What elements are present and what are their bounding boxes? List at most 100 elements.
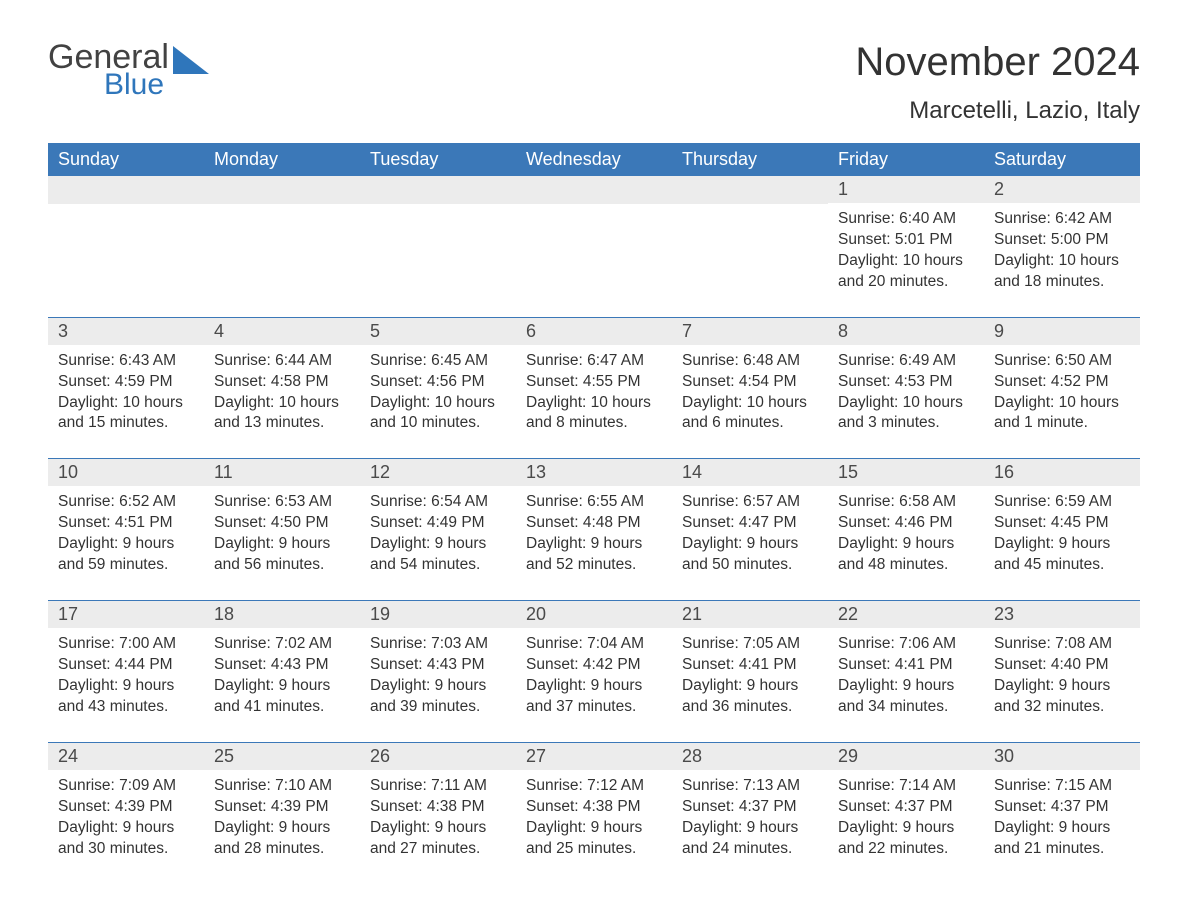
day-body: Sunrise: 6:53 AMSunset: 4:50 PMDaylight:… bbox=[204, 486, 360, 582]
sunset-line: Sunset: 4:52 PM bbox=[994, 372, 1130, 393]
sunset-line: Sunset: 4:41 PM bbox=[838, 655, 974, 676]
sunrise-line: Sunrise: 6:55 AM bbox=[526, 492, 662, 513]
day-cell: 30Sunrise: 7:15 AMSunset: 4:37 PMDayligh… bbox=[984, 743, 1140, 866]
day-number: 29 bbox=[828, 743, 984, 770]
daylight-line: Daylight: 9 hours and 50 minutes. bbox=[682, 534, 818, 576]
sunset-line: Sunset: 4:44 PM bbox=[58, 655, 194, 676]
day-cell bbox=[48, 176, 204, 299]
day-number: 11 bbox=[204, 459, 360, 486]
daylight-line: Daylight: 9 hours and 45 minutes. bbox=[994, 534, 1130, 576]
day-body: Sunrise: 7:02 AMSunset: 4:43 PMDaylight:… bbox=[204, 628, 360, 724]
day-number: 21 bbox=[672, 601, 828, 628]
daylight-line: Daylight: 9 hours and 36 minutes. bbox=[682, 676, 818, 718]
day-cell: 14Sunrise: 6:57 AMSunset: 4:47 PMDayligh… bbox=[672, 459, 828, 582]
sunset-line: Sunset: 4:48 PM bbox=[526, 513, 662, 534]
daylight-line: Daylight: 10 hours and 6 minutes. bbox=[682, 393, 818, 435]
day-body: Sunrise: 6:47 AMSunset: 4:55 PMDaylight:… bbox=[516, 345, 672, 441]
day-number: 7 bbox=[672, 318, 828, 345]
day-body: Sunrise: 6:40 AMSunset: 5:01 PMDaylight:… bbox=[828, 203, 984, 299]
day-number: 23 bbox=[984, 601, 1140, 628]
day-cell: 25Sunrise: 7:10 AMSunset: 4:39 PMDayligh… bbox=[204, 743, 360, 866]
sunrise-line: Sunrise: 6:53 AM bbox=[214, 492, 350, 513]
day-body: Sunrise: 6:58 AMSunset: 4:46 PMDaylight:… bbox=[828, 486, 984, 582]
day-body: Sunrise: 7:11 AMSunset: 4:38 PMDaylight:… bbox=[360, 770, 516, 866]
day-cell: 18Sunrise: 7:02 AMSunset: 4:43 PMDayligh… bbox=[204, 601, 360, 724]
day-cell: 24Sunrise: 7:09 AMSunset: 4:39 PMDayligh… bbox=[48, 743, 204, 866]
page-title: November 2024 bbox=[855, 40, 1140, 85]
sunrise-line: Sunrise: 6:49 AM bbox=[838, 351, 974, 372]
weekday-header-cell: Thursday bbox=[672, 143, 828, 176]
week-row: 24Sunrise: 7:09 AMSunset: 4:39 PMDayligh… bbox=[48, 742, 1140, 866]
day-body: Sunrise: 6:50 AMSunset: 4:52 PMDaylight:… bbox=[984, 345, 1140, 441]
day-cell: 22Sunrise: 7:06 AMSunset: 4:41 PMDayligh… bbox=[828, 601, 984, 724]
empty-daynum bbox=[672, 176, 828, 204]
day-cell bbox=[516, 176, 672, 299]
header: General Blue November 2024 Marcetelli, L… bbox=[48, 40, 1140, 125]
weekday-header-cell: Friday bbox=[828, 143, 984, 176]
calendar: SundayMondayTuesdayWednesdayThursdayFrid… bbox=[48, 143, 1140, 865]
day-number: 14 bbox=[672, 459, 828, 486]
sunrise-line: Sunrise: 6:40 AM bbox=[838, 209, 974, 230]
daylight-line: Daylight: 10 hours and 1 minute. bbox=[994, 393, 1130, 435]
daylight-line: Daylight: 10 hours and 18 minutes. bbox=[994, 251, 1130, 293]
day-cell: 6Sunrise: 6:47 AMSunset: 4:55 PMDaylight… bbox=[516, 318, 672, 441]
daylight-line: Daylight: 9 hours and 30 minutes. bbox=[58, 818, 194, 860]
day-number: 22 bbox=[828, 601, 984, 628]
sunset-line: Sunset: 4:38 PM bbox=[370, 797, 506, 818]
daylight-line: Daylight: 9 hours and 48 minutes. bbox=[838, 534, 974, 576]
day-body: Sunrise: 7:05 AMSunset: 4:41 PMDaylight:… bbox=[672, 628, 828, 724]
day-body: Sunrise: 6:55 AMSunset: 4:48 PMDaylight:… bbox=[516, 486, 672, 582]
week-row: 1Sunrise: 6:40 AMSunset: 5:01 PMDaylight… bbox=[48, 176, 1140, 299]
sunrise-line: Sunrise: 7:13 AM bbox=[682, 776, 818, 797]
sunrise-line: Sunrise: 7:02 AM bbox=[214, 634, 350, 655]
daylight-line: Daylight: 9 hours and 59 minutes. bbox=[58, 534, 194, 576]
sunset-line: Sunset: 4:43 PM bbox=[370, 655, 506, 676]
sunrise-line: Sunrise: 6:47 AM bbox=[526, 351, 662, 372]
sunrise-line: Sunrise: 6:42 AM bbox=[994, 209, 1130, 230]
sunset-line: Sunset: 4:37 PM bbox=[838, 797, 974, 818]
day-body: Sunrise: 6:45 AMSunset: 4:56 PMDaylight:… bbox=[360, 345, 516, 441]
sunset-line: Sunset: 4:58 PM bbox=[214, 372, 350, 393]
day-cell: 2Sunrise: 6:42 AMSunset: 5:00 PMDaylight… bbox=[984, 176, 1140, 299]
sunset-line: Sunset: 4:41 PM bbox=[682, 655, 818, 676]
day-body: Sunrise: 6:44 AMSunset: 4:58 PMDaylight:… bbox=[204, 345, 360, 441]
weeks-container: 1Sunrise: 6:40 AMSunset: 5:01 PMDaylight… bbox=[48, 176, 1140, 865]
sunset-line: Sunset: 4:53 PM bbox=[838, 372, 974, 393]
daylight-line: Daylight: 9 hours and 37 minutes. bbox=[526, 676, 662, 718]
sunrise-line: Sunrise: 7:06 AM bbox=[838, 634, 974, 655]
day-body: Sunrise: 7:15 AMSunset: 4:37 PMDaylight:… bbox=[984, 770, 1140, 866]
location-subtitle: Marcetelli, Lazio, Italy bbox=[855, 97, 1140, 125]
sunset-line: Sunset: 4:56 PM bbox=[370, 372, 506, 393]
day-cell: 27Sunrise: 7:12 AMSunset: 4:38 PMDayligh… bbox=[516, 743, 672, 866]
sunset-line: Sunset: 5:00 PM bbox=[994, 230, 1130, 251]
day-body: Sunrise: 7:10 AMSunset: 4:39 PMDaylight:… bbox=[204, 770, 360, 866]
daylight-line: Daylight: 9 hours and 54 minutes. bbox=[370, 534, 506, 576]
day-number: 28 bbox=[672, 743, 828, 770]
day-body: Sunrise: 6:52 AMSunset: 4:51 PMDaylight:… bbox=[48, 486, 204, 582]
sunset-line: Sunset: 4:37 PM bbox=[994, 797, 1130, 818]
sunrise-line: Sunrise: 6:58 AM bbox=[838, 492, 974, 513]
empty-daynum bbox=[516, 176, 672, 204]
sunset-line: Sunset: 4:54 PM bbox=[682, 372, 818, 393]
sunrise-line: Sunrise: 7:03 AM bbox=[370, 634, 506, 655]
daylight-line: Daylight: 10 hours and 13 minutes. bbox=[214, 393, 350, 435]
sunrise-line: Sunrise: 7:04 AM bbox=[526, 634, 662, 655]
day-cell: 21Sunrise: 7:05 AMSunset: 4:41 PMDayligh… bbox=[672, 601, 828, 724]
day-number: 24 bbox=[48, 743, 204, 770]
day-body: Sunrise: 6:42 AMSunset: 5:00 PMDaylight:… bbox=[984, 203, 1140, 299]
daylight-line: Daylight: 10 hours and 8 minutes. bbox=[526, 393, 662, 435]
day-number: 20 bbox=[516, 601, 672, 628]
day-number: 9 bbox=[984, 318, 1140, 345]
sunset-line: Sunset: 4:37 PM bbox=[682, 797, 818, 818]
day-cell: 4Sunrise: 6:44 AMSunset: 4:58 PMDaylight… bbox=[204, 318, 360, 441]
day-number: 10 bbox=[48, 459, 204, 486]
day-cell: 8Sunrise: 6:49 AMSunset: 4:53 PMDaylight… bbox=[828, 318, 984, 441]
sunrise-line: Sunrise: 7:11 AM bbox=[370, 776, 506, 797]
sunrise-line: Sunrise: 7:09 AM bbox=[58, 776, 194, 797]
empty-daynum bbox=[204, 176, 360, 204]
daylight-line: Daylight: 9 hours and 43 minutes. bbox=[58, 676, 194, 718]
day-cell: 28Sunrise: 7:13 AMSunset: 4:37 PMDayligh… bbox=[672, 743, 828, 866]
sunrise-line: Sunrise: 7:05 AM bbox=[682, 634, 818, 655]
day-number: 25 bbox=[204, 743, 360, 770]
sunset-line: Sunset: 4:50 PM bbox=[214, 513, 350, 534]
